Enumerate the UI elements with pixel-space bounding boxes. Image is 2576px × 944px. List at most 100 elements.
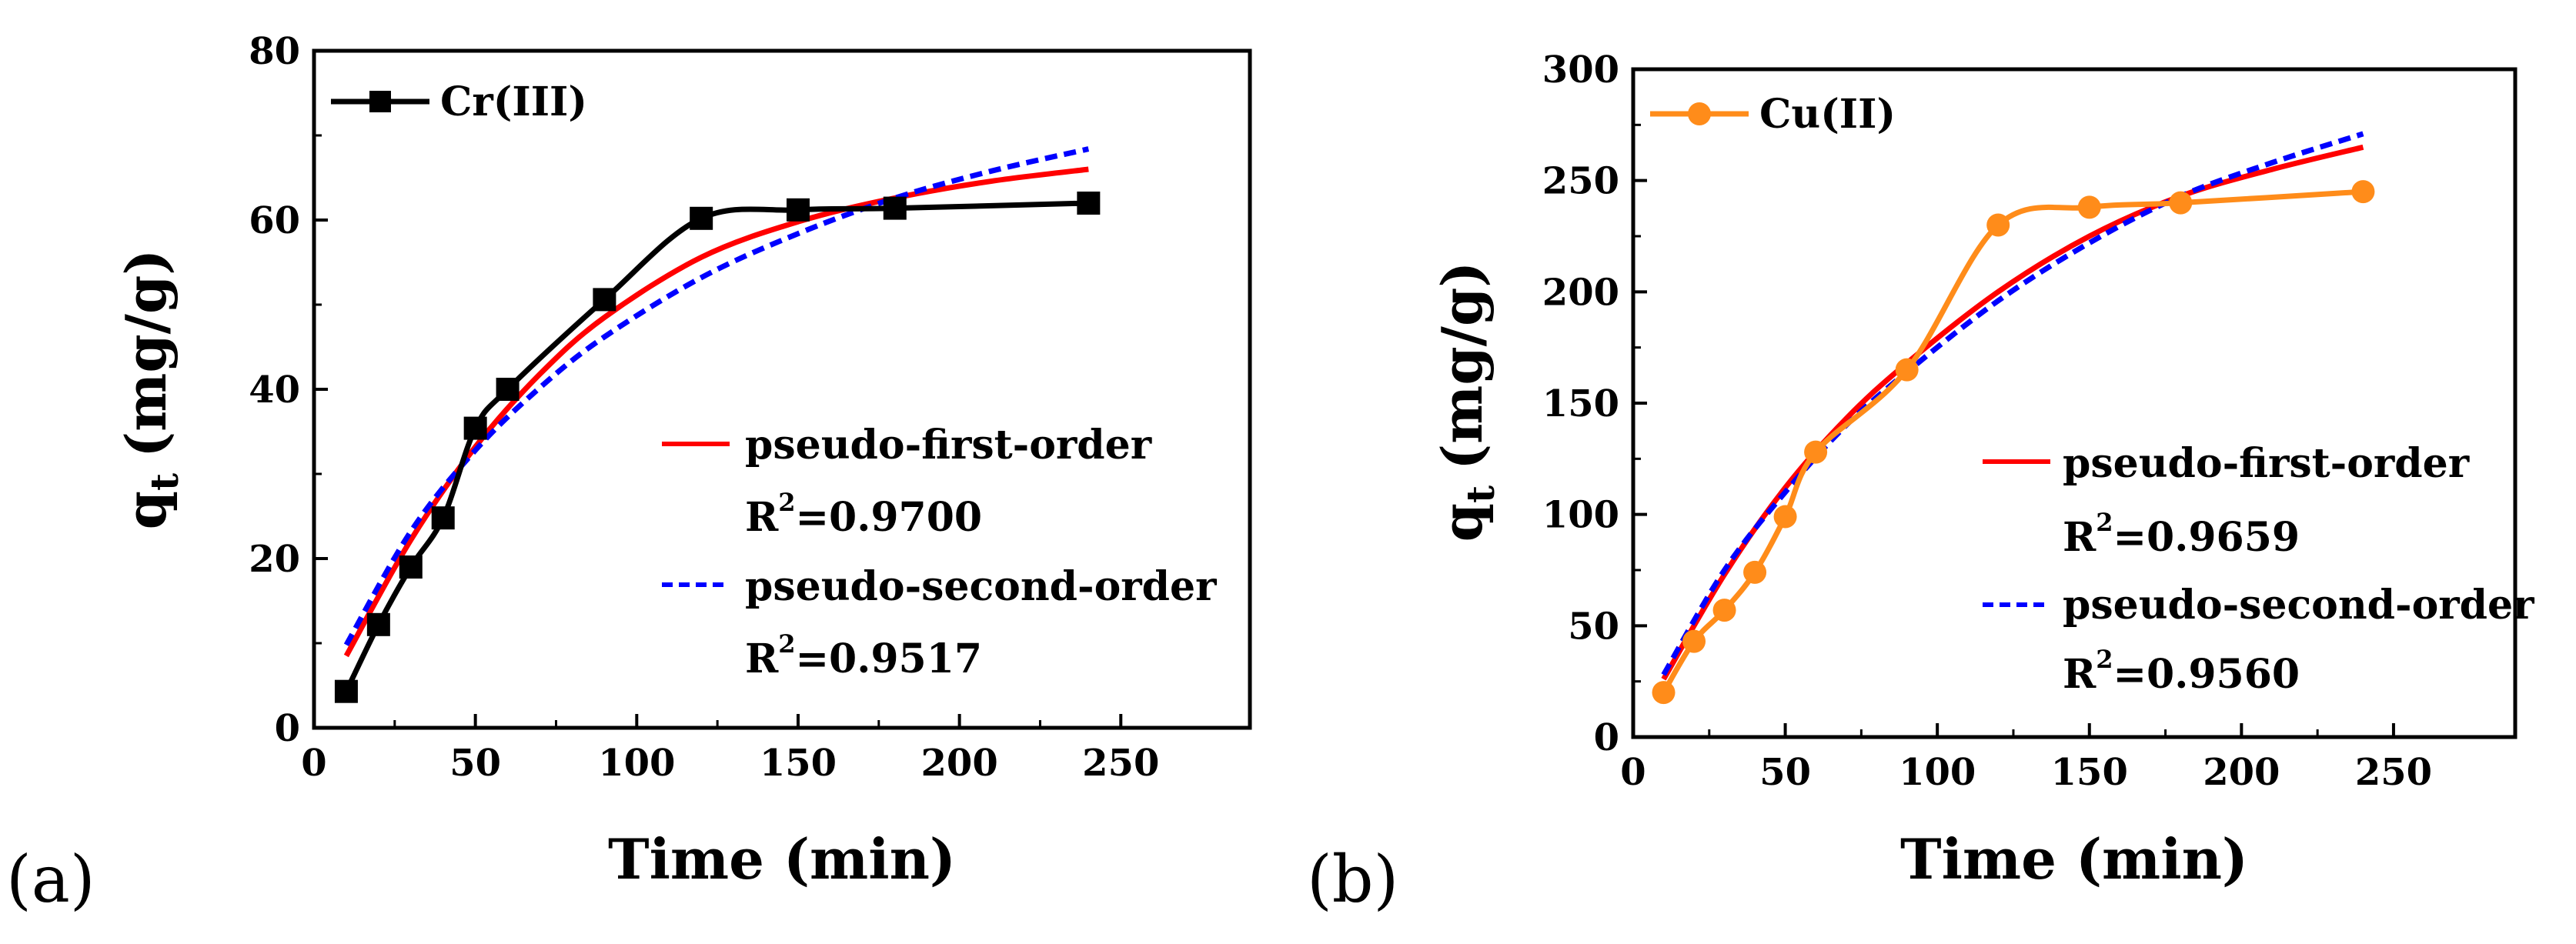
data-point — [593, 288, 616, 312]
y-tick-labels-b: 0 50 100 150 200 250 300 — [1542, 48, 1619, 759]
tick-marks-a — [312, 49, 1123, 729]
data-point — [2077, 195, 2101, 219]
legend-a-series-label: Cr(III) — [440, 78, 587, 125]
fit-line-b-2 — [1661, 131, 2364, 676]
y-axis-title-b-unit: (mg/g) — [1429, 262, 1495, 470]
data-point — [1652, 681, 1676, 705]
x-tick-label: 150 — [760, 742, 837, 785]
legend-b-fit-2-label: pseudo-second-order — [2063, 582, 2534, 629]
data-point — [431, 506, 455, 530]
data-point — [1773, 505, 1797, 529]
y-tick-label: 80 — [249, 30, 300, 73]
y-tick-label: 60 — [249, 199, 300, 242]
data-point — [2351, 180, 2375, 204]
legend-b-fit-1: pseudo-first-order R2=0.9659 — [1983, 440, 2470, 561]
legend-b-fit-2-r2-label: R — [2063, 651, 2097, 698]
legend-b-fit-1-r2: R2=0.9659 — [2063, 508, 2300, 561]
data-point — [1895, 358, 1919, 382]
x-axis-title-b: Time (min) — [1900, 826, 2248, 892]
legend-b-series: Cu(II) — [1650, 91, 1896, 138]
chart-panel-b: 0 50 100 150 200 250 0 50 100 150 200 250 300 Cu(II… — [1307, 48, 2534, 917]
data-point — [2169, 191, 2193, 215]
data-point — [1077, 192, 1101, 215]
y-tick-label: 200 — [1542, 271, 1619, 314]
x-tick-label: 150 — [2051, 751, 2128, 794]
x-tick-labels-a: 0 50 100 150 200 250 — [301, 742, 1159, 785]
legend-b-fit-1-r2-sup: 2 — [2096, 508, 2113, 537]
y-tick-label: 250 — [1542, 160, 1619, 203]
plot-area-b — [1652, 131, 2375, 705]
y-tick-label: 300 — [1542, 48, 1619, 92]
legend-a-series-marker — [369, 91, 391, 112]
x-tick-label: 200 — [2203, 751, 2280, 794]
y-tick-label: 50 — [1568, 605, 1619, 648]
y-axis-title-a-main: q — [113, 491, 179, 529]
legend-a-fit-2-label: pseudo-second-order — [745, 563, 1217, 610]
y-tick-label: 100 — [1542, 494, 1619, 537]
legend-a-fit-1-label: pseudo-first-order — [745, 422, 1152, 469]
x-tick-label: 200 — [921, 742, 998, 785]
plot-area-a — [334, 146, 1101, 703]
y-tick-label: 20 — [249, 538, 300, 581]
data-point — [334, 679, 358, 703]
legend-a-fit-1-r2: R2=0.9700 — [745, 488, 982, 541]
y-axis-title-b-main: q — [1429, 503, 1495, 542]
legend-b-fit-1-r2-value: =0.9659 — [2113, 514, 2300, 561]
y-axis-title-a-sub: t — [142, 473, 187, 491]
data-point — [1682, 629, 1706, 653]
x-tick-label: 250 — [1082, 742, 1159, 785]
y-tick-label: 40 — [249, 369, 300, 412]
data-point — [1986, 213, 2010, 237]
data-point — [690, 206, 713, 230]
legend-a-series: Cr(III) — [331, 78, 587, 125]
y-tick-labels-a: 0 20 40 60 80 — [249, 30, 300, 750]
legend-a-fit-2-r2-value: =0.9517 — [795, 635, 982, 682]
data-point — [1804, 440, 1828, 464]
x-tick-label: 50 — [449, 742, 501, 785]
data-point — [463, 416, 487, 440]
y-axis-title-b-sub: t — [1458, 485, 1503, 503]
plot-frame-a — [312, 48, 1252, 730]
legend-b-fit-1-label: pseudo-first-order — [2063, 440, 2470, 487]
legend-a-fit-2: pseudo-second-order R2=0.9517 — [662, 563, 1217, 682]
legend-b-fit-2-r2-sup: 2 — [2096, 645, 2113, 674]
y-axis-title-a-unit: (mg/g) — [113, 249, 179, 458]
y-tick-label: 0 — [275, 707, 300, 750]
data-point — [786, 198, 810, 222]
y-tick-label: 150 — [1542, 382, 1619, 425]
x-tick-label: 0 — [301, 742, 326, 785]
data-point — [1743, 560, 1767, 584]
legend-b-series-marker — [1688, 102, 1711, 125]
x-tick-label: 0 — [1620, 751, 1645, 794]
legend-b-fit-2: pseudo-second-order R2=0.9560 — [1983, 582, 2534, 698]
y-axis-title-a: qt (mg/g) — [113, 249, 187, 530]
legend-b-fit-2-r2: R2=0.9560 — [2063, 645, 2300, 698]
panel-label-a: (a) — [6, 842, 95, 917]
data-point — [1712, 599, 1736, 622]
fit-line-a-2 — [343, 146, 1090, 646]
legend-a-fit-1: pseudo-first-order R2=0.9700 — [662, 422, 1152, 541]
legend-a-fit-1-r2-value: =0.9700 — [795, 494, 982, 541]
legend-b-fit-2-r2-value: =0.9560 — [2113, 651, 2300, 698]
legend-a-fit-2-r2: R2=0.9517 — [745, 629, 982, 682]
data-point — [883, 196, 907, 220]
legend-a-fit-2-r2-sup: 2 — [778, 629, 795, 659]
x-tick-label: 100 — [598, 742, 675, 785]
legend-b-series-label: Cu(II) — [1759, 91, 1896, 138]
y-tick-label: 0 — [1594, 716, 1619, 759]
y-axis-title-b: qt (mg/g) — [1429, 262, 1503, 542]
panel-label-b: (b) — [1307, 842, 1398, 917]
data-point — [399, 555, 423, 579]
legend-b-fit-1-r2-label: R — [2063, 514, 2097, 561]
tick-marks-b — [1632, 68, 2395, 739]
x-tick-labels-b: 0 50 100 150 200 250 — [1620, 751, 2432, 794]
legend-a-fit-2-r2-label: R — [745, 635, 779, 682]
legend-a-fit-1-r2-label: R — [745, 494, 779, 541]
x-tick-label: 100 — [1899, 751, 1976, 794]
x-tick-label: 250 — [2355, 751, 2432, 794]
fit-line-a-1 — [343, 166, 1089, 658]
legend-a-fit-1-r2-sup: 2 — [778, 488, 795, 517]
data-point — [496, 378, 520, 401]
plot-frame-b — [1631, 67, 2518, 739]
